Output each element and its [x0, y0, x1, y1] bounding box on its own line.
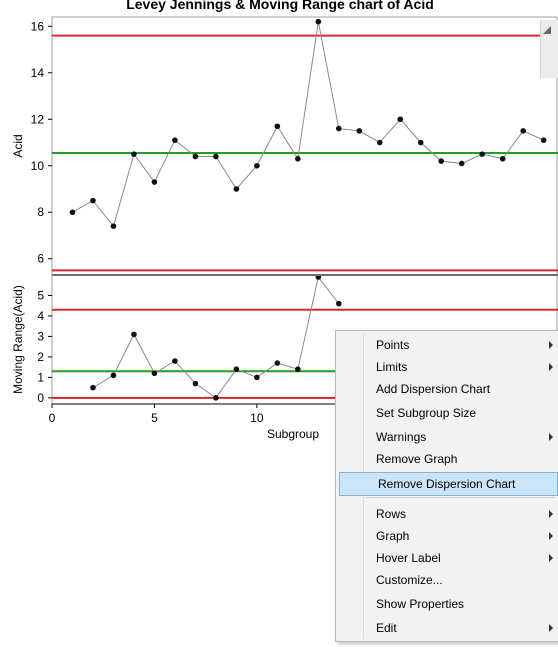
menu-item-label: Show Properties	[376, 597, 465, 611]
lj-y-tick-label: 12	[31, 112, 45, 126]
submenu-arrow-icon	[549, 363, 553, 371]
lj-data-point[interactable]	[274, 123, 281, 130]
menu-separator	[366, 497, 555, 498]
lj-series-line	[72, 21, 544, 228]
menu-item-label: Edit	[376, 621, 397, 635]
lj-data-point[interactable]	[315, 18, 322, 25]
lj-data-point[interactable]	[131, 151, 137, 157]
submenu-arrow-icon	[549, 433, 553, 441]
menu-item-label: Add Dispersion Chart	[376, 382, 491, 396]
lj-data-point[interactable]	[254, 162, 260, 169]
lj-data-point[interactable]	[151, 179, 158, 185]
menu-item-label: Remove Graph	[376, 452, 458, 466]
lj-data-point[interactable]	[295, 155, 301, 162]
lj-data-point[interactable]	[336, 125, 342, 132]
context-menu[interactable]: Points Limits Add Dispersion Chart Set Subg…	[335, 330, 558, 642]
mr-data-point[interactable]	[233, 366, 240, 372]
side-panel-fragment: I	[540, 20, 558, 78]
mr-data-point[interactable]	[213, 395, 219, 401]
menu-item-label: Graph	[376, 529, 410, 543]
lj-plot-frame	[51, 16, 558, 276]
lj-y-tick-label: 8	[37, 205, 44, 219]
menu-item-graph[interactable]: Graph	[338, 525, 557, 547]
lj-y-tick-label: 16	[31, 19, 45, 33]
mr-data-point[interactable]	[172, 358, 178, 364]
chart-title: Levey Jennings & Moving Range chart of A…	[126, 0, 434, 12]
menu-item-remove-dispersion-chart[interactable]: Remove Dispersion Chart	[339, 472, 558, 496]
lj-data-point[interactable]	[417, 139, 424, 146]
lj-data-point[interactable]	[213, 153, 219, 160]
x-tick-label: 10	[250, 411, 264, 425]
menu-item-label: Remove Dispersion Chart	[378, 477, 516, 491]
disclosure-triangle-icon[interactable]	[543, 26, 551, 34]
lj-data-point[interactable]	[69, 209, 76, 216]
menu-item-customize[interactable]: Customize...	[338, 569, 557, 591]
lj-data-point[interactable]	[172, 137, 178, 143]
menu-item-hover-label[interactable]: Hover Label	[338, 547, 557, 569]
lj-y-axis-title: Acid	[11, 134, 25, 157]
menu-item-points[interactable]: Points	[338, 334, 557, 356]
lj-y-tick-label: 10	[31, 159, 45, 173]
mr-y-tick-label: 3	[37, 329, 44, 343]
mr-y-axis-title: Moving Range(Acid)	[11, 285, 25, 394]
menu-item-limits[interactable]: Limits	[338, 356, 557, 378]
lj-y-tick-label: 14	[31, 66, 45, 80]
submenu-arrow-icon	[549, 624, 553, 632]
lj-data-point[interactable]	[376, 139, 383, 146]
lj-data-point[interactable]	[90, 197, 96, 204]
lj-data-point[interactable]	[438, 158, 445, 164]
mr-data-point[interactable]	[90, 384, 96, 391]
menu-item-add-dispersion-chart[interactable]: Add Dispersion Chart	[338, 378, 557, 400]
lj-y-tick-label: 6	[37, 252, 44, 266]
mr-y-tick-label: 2	[37, 350, 44, 364]
mr-data-point[interactable]	[274, 360, 281, 366]
mr-data-point[interactable]	[254, 374, 260, 381]
lj-data-point[interactable]	[479, 151, 486, 157]
menu-item-warnings[interactable]: Warnings	[338, 426, 557, 448]
mr-data-point[interactable]	[336, 300, 342, 307]
mr-data-point[interactable]	[131, 331, 137, 338]
lj-data-point[interactable]	[356, 128, 363, 134]
x-axis-title: Subgroup	[267, 427, 319, 441]
lj-data-point[interactable]	[540, 137, 547, 143]
mr-data-point[interactable]	[151, 370, 158, 377]
submenu-arrow-icon	[549, 510, 553, 518]
lj-data-point[interactable]	[192, 153, 199, 160]
lj-data-point[interactable]	[499, 155, 506, 162]
menu-item-label: Hover Label	[376, 551, 441, 565]
menu-item-label: Points	[376, 338, 410, 352]
menu-item-edit[interactable]: Edit	[338, 617, 557, 639]
lj-data-point[interactable]	[397, 116, 404, 123]
menu-item-label: Warnings	[376, 430, 427, 444]
menu-item-show-properties[interactable]: Show Properties	[338, 593, 557, 615]
menu-item-remove-graph[interactable]: Remove Graph	[338, 448, 557, 470]
lj-data-point[interactable]	[458, 160, 465, 167]
mr-data-point[interactable]	[295, 366, 301, 372]
mr-y-tick-label: 5	[37, 288, 44, 302]
lj-data-point[interactable]	[520, 128, 526, 134]
x-tick-label: 5	[151, 411, 158, 425]
menu-item-label: Set Subgroup Size	[376, 406, 477, 420]
menu-item-rows[interactable]: Rows	[338, 503, 557, 525]
mr-data-point[interactable]	[192, 380, 199, 387]
mr-y-tick-label: 4	[37, 309, 44, 323]
x-tick-label: 0	[49, 411, 56, 425]
menu-item-set-subgroup-size[interactable]: Set Subgroup Size	[338, 402, 557, 424]
lj-data-point[interactable]	[233, 186, 240, 192]
menu-item-label: Rows	[376, 507, 407, 521]
submenu-arrow-icon	[549, 554, 553, 562]
mr-series-line	[92, 275, 340, 399]
menu-item-label: Customize...	[376, 573, 443, 587]
submenu-arrow-icon	[549, 341, 553, 349]
menu-item-label: Limits	[376, 360, 408, 374]
lj-data-point[interactable]	[110, 223, 117, 229]
submenu-arrow-icon	[549, 532, 553, 540]
mr-y-tick-label: 0	[37, 391, 44, 405]
mr-data-point[interactable]	[110, 372, 117, 379]
mr-y-tick-label: 1	[37, 370, 44, 384]
